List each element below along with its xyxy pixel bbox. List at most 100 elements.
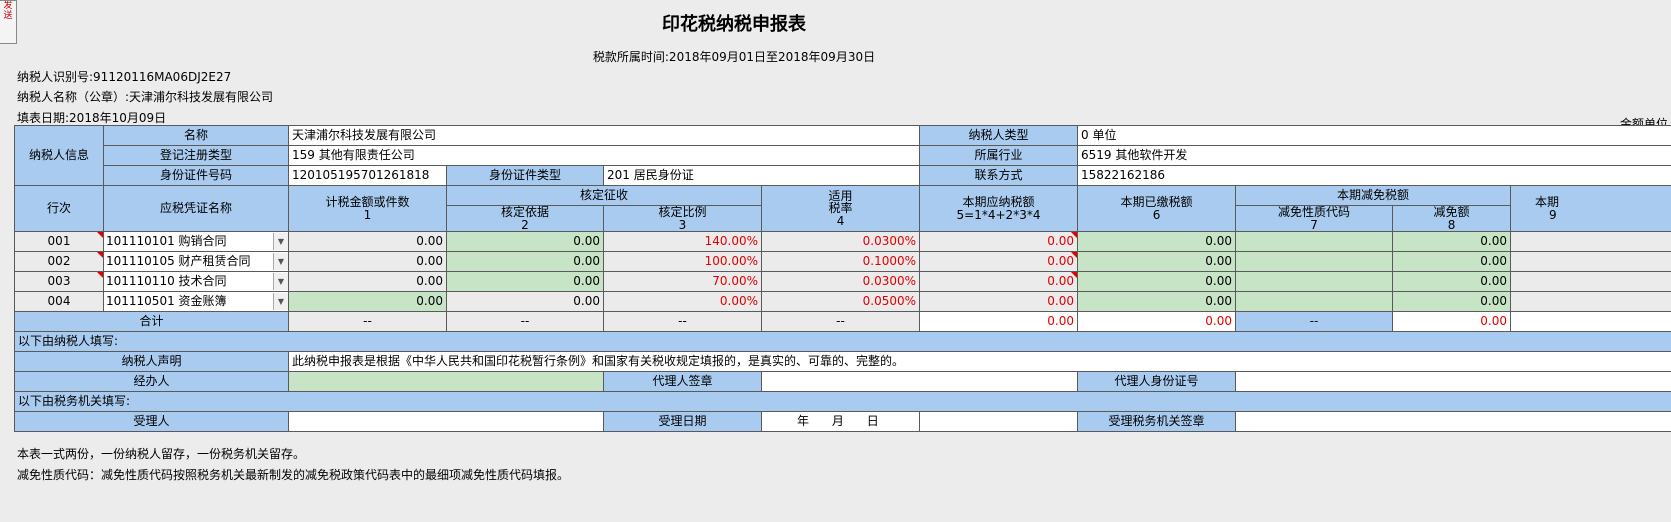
footnote-relief-code: 减免性质代码：减免性质代码按照税务机关最新制发的减免税政策代码表中的最细项减免性… bbox=[17, 468, 570, 482]
reg-type-value: 159 其他有限责任公司 bbox=[287, 145, 921, 166]
relief-code-cell[interactable] bbox=[1235, 251, 1394, 273]
relief-code-cell[interactable] bbox=[1235, 291, 1394, 313]
col-relief-amount-label: 减免额 bbox=[1433, 205, 1470, 219]
col-ratio-label: 核定比例 bbox=[658, 205, 707, 219]
voucher-value: 101110110 技术合同 bbox=[106, 274, 227, 289]
relief-code-cell[interactable] bbox=[1235, 231, 1394, 253]
amount-cell[interactable]: 0.00 bbox=[288, 231, 447, 253]
voucher-select[interactable]: 101110105 财产租赁合同 ▼ bbox=[103, 251, 289, 273]
relief-amount-cell[interactable]: 0.00 bbox=[1392, 251, 1512, 273]
taxpayer-type-label: 纳税人类型 bbox=[919, 125, 1079, 146]
id-type-label: 身份证件类型 bbox=[446, 165, 604, 186]
col-relief-code-label: 减免性质代码 bbox=[1278, 205, 1351, 219]
name-label: 名称 bbox=[103, 125, 289, 146]
receive-date-field: 年 月 日 bbox=[760, 411, 921, 433]
paid-cell[interactable]: 0.00 bbox=[1077, 291, 1237, 313]
rate-cell: 0.0300% bbox=[760, 231, 921, 253]
relief-amount-cell[interactable]: 0.00 bbox=[1392, 271, 1512, 293]
chevron-down-icon[interactable]: ▼ bbox=[273, 273, 288, 291]
receiver-field bbox=[288, 411, 604, 433]
paid-cell[interactable]: 0.00 bbox=[1077, 251, 1237, 273]
contact-value: 15822162186 bbox=[1077, 165, 1671, 186]
declaration-label: 纳税人声明 bbox=[14, 351, 289, 373]
ratio-cell: 100.00% bbox=[603, 251, 762, 273]
total-ratio: -- bbox=[603, 311, 762, 333]
handler-label: 经办人 bbox=[14, 371, 289, 393]
industry-label: 所属行业 bbox=[919, 145, 1079, 166]
current-cell: 0.00 bbox=[1510, 231, 1671, 253]
col-amount-label: 计税金额或件数 bbox=[325, 195, 410, 209]
current-cell: 0.00 bbox=[1510, 271, 1671, 293]
total-current: 0.00 bbox=[1510, 311, 1671, 333]
id-number-label: 身份证件号码 bbox=[103, 165, 289, 186]
amount-cell[interactable]: 0.00 bbox=[288, 271, 447, 293]
total-rate: -- bbox=[760, 311, 921, 333]
table-row: 003 101110110 技术合同 ▼ 0.00 0.00 70.00% 0.0… bbox=[14, 271, 1671, 293]
send-button[interactable]: 发送 bbox=[0, 0, 17, 44]
agent-sign-label: 代理人签章 bbox=[603, 371, 762, 393]
page-title: 印花税纳税申报表 bbox=[662, 14, 806, 35]
col-current: 本期 9 bbox=[1510, 184, 1671, 233]
paid-cell[interactable]: 0.00 bbox=[1077, 231, 1237, 253]
col-payable: 本期应纳税额 5=1*4+2*3*4 bbox=[919, 184, 1079, 233]
col-payable-label: 本期应纳税额 bbox=[962, 195, 1035, 209]
voucher-select[interactable]: 101110101 购销合同 ▼ bbox=[103, 231, 289, 253]
voucher-value: 101110105 财产租赁合同 bbox=[106, 254, 251, 269]
agent-id-field[interactable] bbox=[1235, 371, 1671, 393]
col-relief-amount-no: 8 bbox=[1447, 217, 1456, 232]
col-rate: 适用 税率 4 bbox=[760, 184, 921, 233]
rate-cell: 0.1000% bbox=[760, 251, 921, 273]
row-no: 002 bbox=[14, 251, 104, 273]
row-no: 003 bbox=[14, 271, 104, 293]
total-relief-code: -- bbox=[1235, 311, 1394, 333]
basis-cell[interactable]: 0.00 bbox=[446, 231, 604, 253]
section-taxpayer-info: 纳税人信息 bbox=[14, 125, 104, 186]
handler-input[interactable] bbox=[288, 371, 604, 393]
chevron-down-icon[interactable]: ▼ bbox=[273, 233, 288, 251]
basis-cell[interactable]: 0.00 bbox=[446, 251, 604, 273]
tax-office-section-title: 以下由税务机关填写: bbox=[13, 391, 1671, 413]
total-relief-amount: 0.00 bbox=[1392, 311, 1512, 333]
table-row: 001 101110101 购销合同 ▼ 0.00 0.00 140.00% 0.… bbox=[14, 231, 1671, 253]
basis-cell[interactable]: 0.00 bbox=[446, 271, 604, 293]
amount-cell[interactable]: 0.00 bbox=[288, 291, 447, 313]
rate-cell: 0.0500% bbox=[760, 291, 921, 313]
current-cell: 0.00 bbox=[1510, 291, 1671, 313]
fill-date: 填表日期:2018年10月09日 bbox=[17, 111, 167, 125]
footnote-copies: 本表一式两份，一份纳税人留存，一份税务机关留存。 bbox=[17, 447, 306, 461]
office-sign-label: 受理税务机关签章 bbox=[1077, 411, 1237, 433]
amount-cell[interactable]: 0.00 bbox=[288, 251, 447, 273]
receive-date-blank bbox=[919, 411, 1079, 433]
col-approved: 核定征收 bbox=[446, 185, 762, 206]
col-current-no: 9 bbox=[1549, 207, 1557, 222]
ratio-cell: 70.00% bbox=[603, 271, 762, 293]
declaration-text: 此纳税申报表是根据《中华人民共和国印花税暂行条例》和国家有关税收规定填报的，是真… bbox=[287, 351, 1671, 373]
col-ratio: 核定比例 3 bbox=[603, 204, 762, 233]
relief-amount-cell[interactable]: 0.00 bbox=[1392, 231, 1512, 253]
agent-sign-field[interactable] bbox=[760, 371, 1079, 393]
col-basis-label: 核定依据 bbox=[500, 205, 549, 219]
col-amount-no: 1 bbox=[363, 207, 372, 222]
relief-code-cell[interactable] bbox=[1235, 271, 1394, 293]
col-row-no: 行次 bbox=[14, 184, 104, 233]
col-ratio-no: 3 bbox=[678, 217, 687, 232]
voucher-value: 101110501 资金账簿 bbox=[106, 294, 227, 309]
payable-cell: 0.00 bbox=[919, 251, 1079, 273]
row-no: 001 bbox=[14, 231, 104, 253]
col-amount: 计税金额或件数 1 bbox=[288, 184, 447, 233]
col-basis: 核定依据 2 bbox=[446, 204, 604, 233]
paid-cell[interactable]: 0.00 bbox=[1077, 271, 1237, 293]
id-number-value: 120105195701261818 bbox=[288, 165, 447, 186]
col-paid: 本期已缴税额 6 bbox=[1077, 184, 1237, 233]
chevron-down-icon[interactable]: ▼ bbox=[273, 253, 288, 271]
chevron-down-icon[interactable]: ▼ bbox=[273, 293, 288, 311]
voucher-select[interactable]: 101110501 资金账簿 ▼ bbox=[103, 291, 289, 313]
rate-cell: 0.0300% bbox=[760, 271, 921, 293]
voucher-select[interactable]: 101110110 技术合同 ▼ bbox=[103, 271, 289, 293]
agent-id-label: 代理人身份证号 bbox=[1077, 371, 1237, 393]
relief-amount-cell[interactable]: 0.00 bbox=[1392, 291, 1512, 313]
col-rate-label: 适用 税率 bbox=[828, 188, 853, 216]
taxpayer-id: 纳税人识别号:91120116MA06DJ2E27 bbox=[17, 70, 232, 84]
industry-value: 6519 其他软件开发 bbox=[1077, 145, 1671, 166]
col-relief: 本期减免税额 bbox=[1235, 185, 1512, 206]
